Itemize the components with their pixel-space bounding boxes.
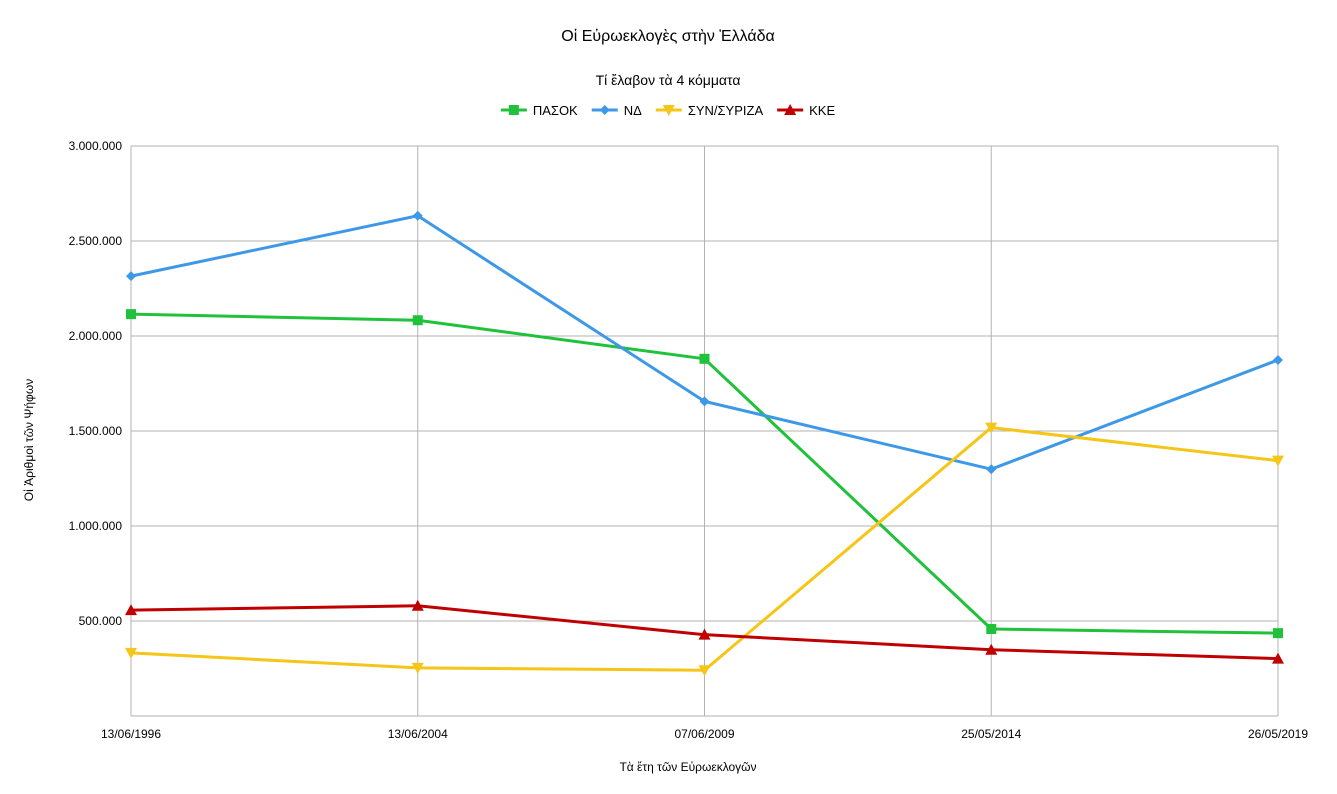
data-point [1273, 354, 1283, 365]
data-point [125, 647, 137, 659]
legend-marker [662, 105, 675, 116]
x-tick-label: 13/06/2004 [388, 727, 448, 741]
data-point [412, 315, 423, 326]
data-point [699, 396, 710, 407]
legend-item: ΝΔ [591, 103, 642, 118]
data-point [125, 604, 137, 616]
chart-subtitle: Τί ἔλαβον τὰ 4 κόμματα [596, 72, 741, 88]
legend-marker [784, 104, 797, 115]
x-axis-ticks: 13/06/1996 13/06/2004 07/06/2009 25/05/2014… [101, 727, 1308, 741]
y-tick-label: 1.500.000 [69, 424, 123, 438]
data-point [1273, 628, 1283, 639]
y-tick-label: 1.000.000 [69, 519, 123, 533]
data-point [985, 422, 998, 434]
series-group [125, 210, 1284, 677]
x-tick-label: 25/05/2014 [961, 727, 1021, 741]
legend-item: ΚΚΕ [777, 103, 835, 118]
x-tick-label: 26/05/2019 [1248, 727, 1308, 741]
data-point [698, 628, 711, 640]
data-point [1272, 455, 1284, 467]
y-axis-label: Οἱ Ἀριθμοὶ τῶν Ψήφων [22, 379, 36, 501]
chart-title: Οἱ Εὐρωεκλογὲς στὴν Ἑλλάδα [561, 27, 774, 45]
y-tick-label: 2.500.000 [69, 234, 123, 248]
legend-marker [599, 105, 610, 115]
legend-label: ΚΚΕ [809, 103, 835, 118]
legend-item: ΠΑΣΟΚ [500, 103, 578, 118]
legend-label: ΠΑΣΟΚ [533, 103, 578, 118]
legend-label: ΣΥΝ/ΣΥΡΙΖΑ [688, 103, 764, 118]
y-tick-label: 500.000 [79, 614, 123, 628]
y-tick-label: 2.000.000 [69, 329, 123, 343]
data-point [699, 353, 710, 364]
data-point [698, 665, 711, 677]
data-point [986, 623, 997, 634]
y-tick-label: 3.000.000 [69, 139, 123, 153]
data-point [985, 643, 998, 655]
legend: ΠΑΣΟΚ ΝΔ ΣΥΝ/ΣΥΡΙΖΑ ΚΚΕ [500, 103, 835, 118]
y-axis-ticks: 500.000 1.000.000 1.500.000 2.000.000 2.500.… [69, 139, 123, 628]
data-point [411, 662, 424, 674]
series-3 [125, 422, 1284, 677]
legend-item: ΣΥΝ/ΣΥΡΙΖΑ [655, 103, 764, 118]
data-point [411, 599, 424, 611]
legend-marker [508, 105, 519, 115]
legend-label: ΝΔ [624, 103, 642, 118]
x-tick-label: 13/06/1996 [101, 727, 161, 741]
data-point [1272, 652, 1284, 664]
x-tick-label: 07/06/2009 [674, 727, 734, 741]
data-point [126, 309, 136, 320]
data-point [986, 464, 997, 475]
x-axis-label: Τὰ ἔτη τῶν Εὐρωεκλογῶν [619, 760, 756, 774]
series-1 [126, 309, 1283, 639]
series-2 [126, 210, 1283, 475]
data-point [126, 271, 136, 282]
series-4 [125, 599, 1284, 664]
data-point [412, 210, 423, 221]
